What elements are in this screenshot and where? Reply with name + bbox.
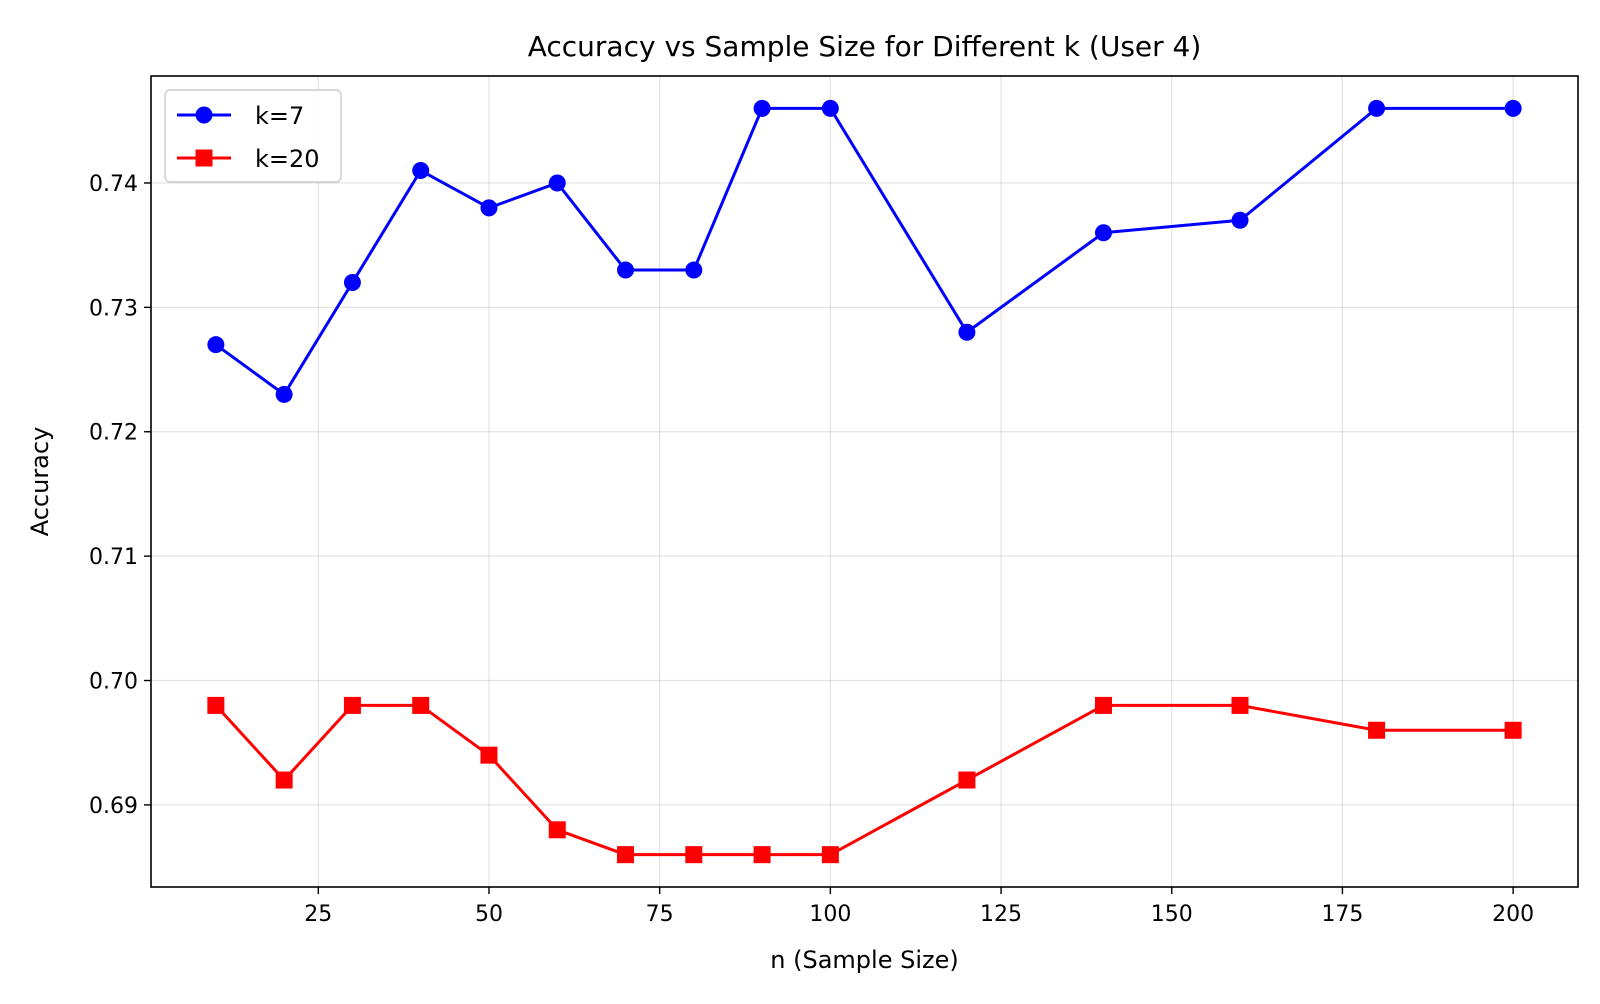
data-point	[548, 174, 566, 192]
data-point	[685, 261, 703, 279]
data-point	[1368, 721, 1386, 739]
data-point	[617, 846, 635, 864]
x-tick-label: 175	[1321, 902, 1363, 927]
grid-layer	[151, 76, 1578, 887]
legend-label: k=7	[255, 102, 304, 130]
series-k=7	[207, 99, 1522, 403]
data-point	[412, 162, 430, 180]
y-tick-label: 0.70	[89, 670, 138, 695]
data-point	[753, 846, 771, 864]
x-tick-label: 50	[475, 902, 503, 927]
y-tick-label: 0.73	[89, 296, 138, 321]
y-tick-label: 0.69	[89, 794, 138, 819]
data-point	[343, 696, 361, 714]
x-tick-label: 150	[1151, 902, 1193, 927]
data-point	[1094, 696, 1112, 714]
data-point	[1231, 211, 1249, 229]
series-layer	[207, 99, 1522, 864]
data-point	[1094, 224, 1112, 242]
y-tick-label: 0.74	[89, 172, 138, 197]
data-point	[1368, 99, 1386, 117]
data-point	[1504, 721, 1522, 739]
legend: k=7 k=20	[164, 89, 342, 183]
series-k=20	[207, 696, 1522, 864]
chart-title: Accuracy vs Sample Size for Different k …	[528, 30, 1202, 63]
data-point	[958, 771, 976, 789]
x-tick-label: 100	[809, 902, 851, 927]
data-point	[685, 846, 703, 864]
data-point	[343, 273, 361, 291]
data-point	[207, 336, 225, 354]
legend-marker	[195, 106, 213, 124]
y-axis-label: Accuracy	[26, 427, 54, 537]
plot-frame	[150, 75, 1579, 888]
x-tick-label: 25	[304, 902, 332, 927]
data-point	[1231, 696, 1249, 714]
x-tick-label: 200	[1492, 902, 1534, 927]
data-point	[821, 99, 839, 117]
data-point	[548, 821, 566, 839]
data-point	[275, 771, 293, 789]
data-point	[821, 846, 839, 864]
x-tick-label: 125	[980, 902, 1022, 927]
data-point	[480, 746, 498, 764]
y-tick-label: 0.71	[89, 545, 138, 570]
x-axis-label: n (Sample Size)	[770, 946, 958, 974]
data-point	[275, 385, 293, 403]
y-tick-label: 0.72	[89, 421, 138, 446]
data-point	[617, 261, 635, 279]
data-point	[958, 323, 976, 341]
data-point	[753, 99, 771, 117]
x-tick-label: 75	[646, 902, 674, 927]
tick-layer: 25 50 75 100 125 150 175 200 0.69 0.70 0.71 0.72 0.7…	[89, 172, 1534, 927]
data-point	[480, 199, 498, 217]
legend-marker	[195, 149, 213, 167]
legend-entry: k=7	[177, 102, 304, 130]
data-point	[412, 696, 430, 714]
data-point	[1504, 99, 1522, 117]
legend-entry: k=20	[177, 145, 320, 173]
legend-label: k=20	[255, 145, 320, 173]
data-point	[207, 696, 225, 714]
